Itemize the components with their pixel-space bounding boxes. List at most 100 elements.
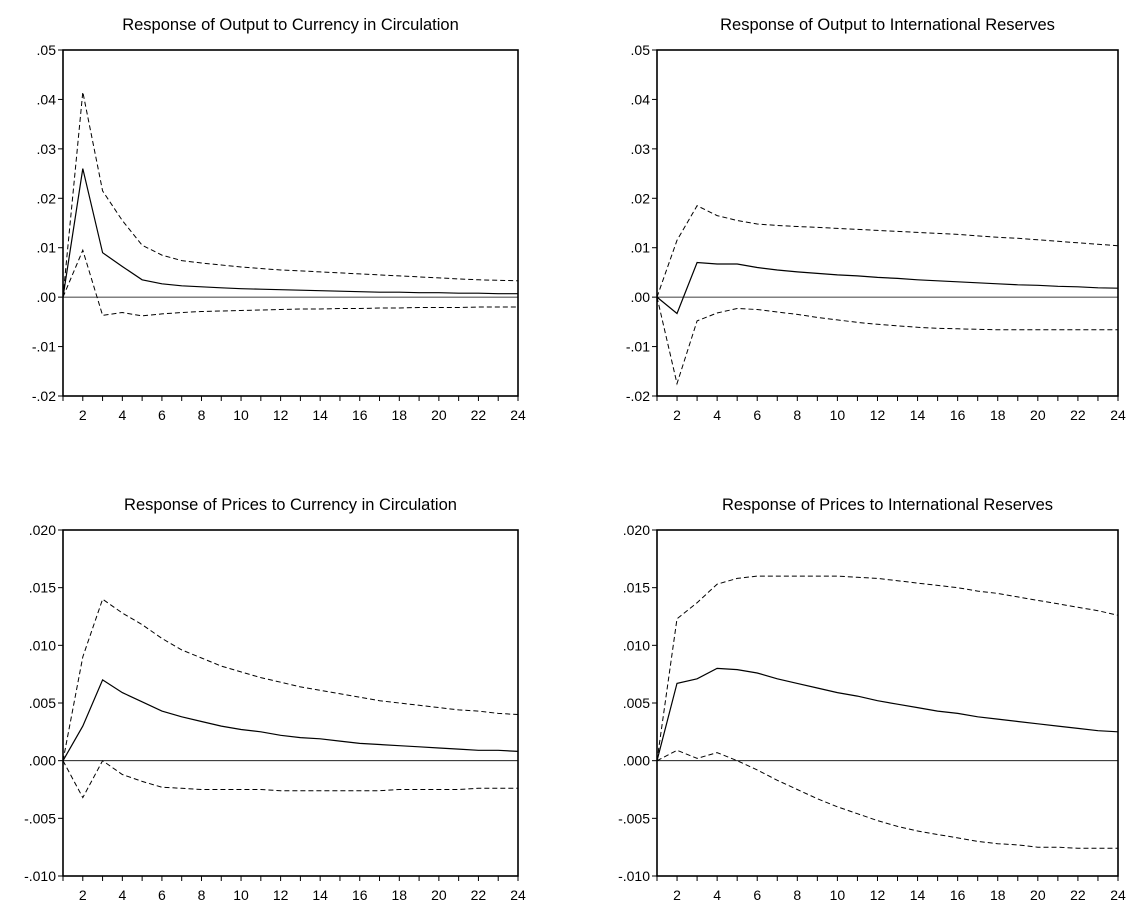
x-tick-label: 4 (118, 887, 126, 903)
y-tick-label: -.02 (32, 388, 56, 404)
x-tick-label: 24 (510, 887, 526, 903)
x-tick-label: 20 (1030, 407, 1046, 423)
x-tick-label: 20 (431, 407, 447, 423)
x-tick-label: 2 (79, 887, 87, 903)
y-tick-label: .010 (623, 637, 650, 653)
x-tick-label: 8 (793, 407, 801, 423)
panel-4: Response of Prices to International Rese… (618, 496, 1126, 903)
x-tick-label: 24 (1110, 887, 1126, 903)
y-tick-label: .000 (29, 753, 56, 769)
x-tick-label: 6 (158, 407, 166, 423)
x-tick-label: 6 (158, 887, 166, 903)
x-tick-label: 10 (830, 887, 846, 903)
x-tick-label: 4 (118, 407, 126, 423)
x-tick-label: 18 (990, 407, 1006, 423)
x-tick-label: 8 (198, 407, 206, 423)
x-tick-label: 12 (273, 887, 289, 903)
y-tick-label: .020 (29, 522, 56, 538)
x-tick-label: 14 (312, 887, 328, 903)
panel-3: Response of Prices to Currency in Circul… (24, 496, 526, 903)
x-tick-label: 2 (79, 407, 87, 423)
x-tick-label: 8 (198, 887, 206, 903)
upper-band-line (656, 205, 1119, 298)
y-tick-label: .015 (623, 580, 650, 596)
panel-title: Response of Prices to Currency in Circul… (124, 496, 457, 514)
x-tick-label: 10 (233, 407, 249, 423)
x-tick-label: 2 (673, 887, 681, 903)
y-tick-label: .04 (37, 91, 57, 107)
x-tick-label: 14 (910, 407, 926, 423)
upper-band-line (62, 91, 519, 298)
y-tick-label: -.010 (24, 868, 56, 884)
x-tick-label: 18 (392, 887, 408, 903)
y-tick-label: -.010 (618, 868, 650, 884)
y-tick-label: .01 (631, 240, 651, 256)
x-tick-label: 14 (312, 407, 328, 423)
upper-band-line (656, 575, 1119, 761)
response-line (656, 667, 1119, 761)
y-tick-label: .00 (37, 289, 57, 305)
upper-band-line (62, 598, 519, 761)
y-tick-label: .05 (631, 42, 651, 58)
x-tick-label: 20 (1030, 887, 1046, 903)
y-tick-label: -.02 (626, 388, 650, 404)
x-tick-label: 4 (713, 887, 721, 903)
y-tick-label: .00 (631, 289, 651, 305)
x-tick-label: 2 (673, 407, 681, 423)
x-tick-label: 16 (950, 407, 966, 423)
lower-band-line (62, 248, 518, 317)
panel-2: Response of Output to International Rese… (626, 16, 1126, 423)
y-tick-label: .01 (37, 240, 57, 256)
y-tick-label: .02 (37, 190, 57, 206)
y-tick-label: .02 (631, 190, 651, 206)
response-line (62, 168, 518, 298)
y-tick-label: -.005 (618, 810, 650, 826)
x-tick-label: 22 (1070, 887, 1086, 903)
x-tick-label: 10 (830, 407, 846, 423)
panel-title: Response of Prices to International Rese… (722, 496, 1053, 514)
panel-title: Response of Output to International Rese… (720, 16, 1055, 34)
x-tick-label: 6 (753, 407, 761, 423)
y-tick-label: .005 (623, 695, 650, 711)
y-tick-label: .04 (631, 91, 651, 107)
y-tick-label: -.005 (24, 810, 56, 826)
x-tick-label: 18 (392, 407, 408, 423)
x-tick-label: 22 (471, 407, 487, 423)
plot-frame (656, 49, 1119, 397)
lower-band-line (656, 749, 1118, 849)
x-tick-label: 24 (1110, 407, 1126, 423)
x-tick-label: 12 (870, 407, 886, 423)
response-line (62, 679, 519, 761)
lower-band-line (656, 296, 1118, 386)
x-tick-label: 22 (471, 887, 487, 903)
x-tick-label: 4 (713, 407, 721, 423)
panel-1: Response of Output to Currency in Circul… (32, 16, 526, 423)
x-tick-label: 10 (233, 887, 249, 903)
x-tick-label: 6 (753, 887, 761, 903)
y-tick-label: .000 (623, 753, 650, 769)
x-tick-label: 16 (352, 407, 368, 423)
x-tick-label: 12 (870, 887, 886, 903)
y-tick-label: .03 (631, 141, 651, 157)
x-tick-label: 20 (431, 887, 447, 903)
y-tick-label: .010 (29, 637, 56, 653)
y-tick-label: -.01 (32, 339, 56, 355)
plot-frame (62, 529, 519, 877)
x-tick-label: 24 (510, 407, 526, 423)
panel-title: Response of Output to Currency in Circul… (122, 16, 459, 34)
x-tick-label: 22 (1070, 407, 1086, 423)
y-tick-label: -.01 (626, 339, 650, 355)
y-tick-label: .015 (29, 580, 56, 596)
y-tick-label: .03 (37, 141, 57, 157)
response-line (656, 261, 1119, 315)
x-tick-label: 16 (950, 887, 966, 903)
plot-frame (62, 49, 519, 397)
x-tick-label: 16 (352, 887, 368, 903)
x-tick-label: 8 (793, 887, 801, 903)
y-tick-label: .005 (29, 695, 56, 711)
x-tick-label: 18 (990, 887, 1006, 903)
y-tick-label: .05 (37, 42, 57, 58)
y-tick-label: .020 (623, 522, 650, 538)
x-tick-label: 12 (273, 407, 289, 423)
